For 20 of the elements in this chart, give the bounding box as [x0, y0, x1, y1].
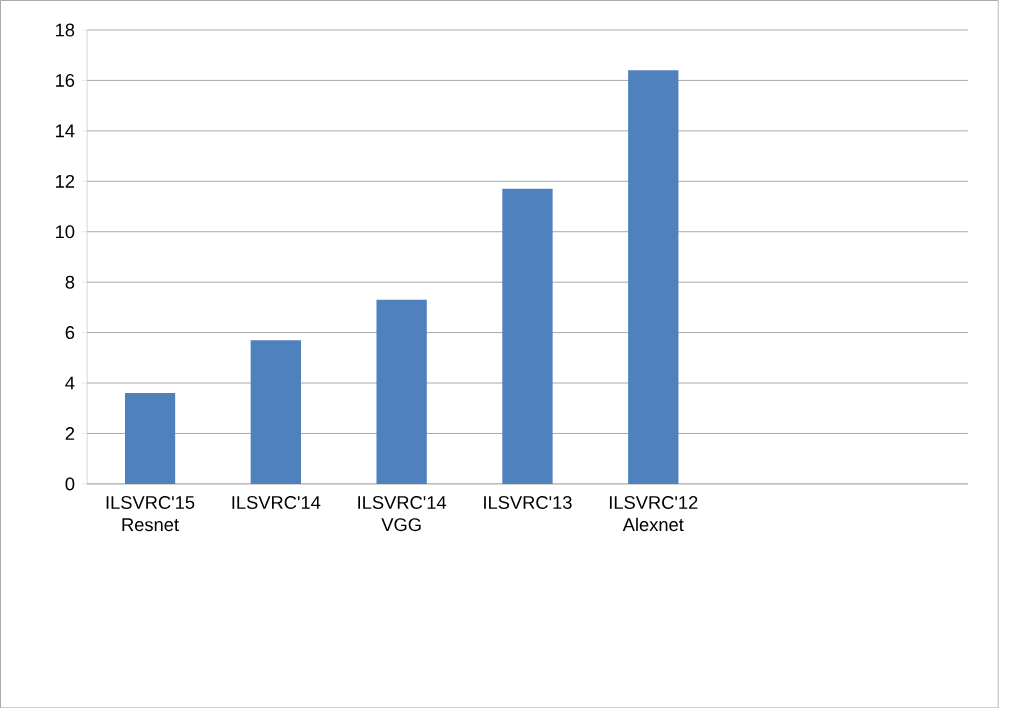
- y-tick-label: 18: [56, 23, 75, 37]
- x-tick-label: ILSVRC'14: [232, 495, 321, 509]
- y-tick-label: 8: [65, 275, 75, 289]
- y-tick-label: 16: [56, 73, 75, 87]
- bar: [376, 299, 427, 484]
- y-tick-label: 2: [65, 426, 75, 440]
- y-tick-label: 0: [65, 477, 75, 491]
- x-tick-label: ILSVRC'12 Alexnet: [609, 495, 698, 531]
- y-tick-label: 10: [56, 225, 75, 238]
- y-tick-label: 14: [56, 124, 75, 137]
- bar: [250, 339, 301, 484]
- y-tick-label: 4: [65, 376, 75, 390]
- bar: [502, 188, 553, 484]
- x-tick-label: ILSVRC'15 Resnet: [106, 495, 195, 531]
- bar: [124, 392, 176, 484]
- bar: [628, 70, 679, 484]
- x-tick-label: ILSVRC'13: [484, 495, 572, 509]
- y-tick-label: 6: [65, 325, 75, 339]
- x-tick-label: ILSVRC'14 VGG: [358, 495, 447, 531]
- y-tick-label: 12: [56, 174, 75, 188]
